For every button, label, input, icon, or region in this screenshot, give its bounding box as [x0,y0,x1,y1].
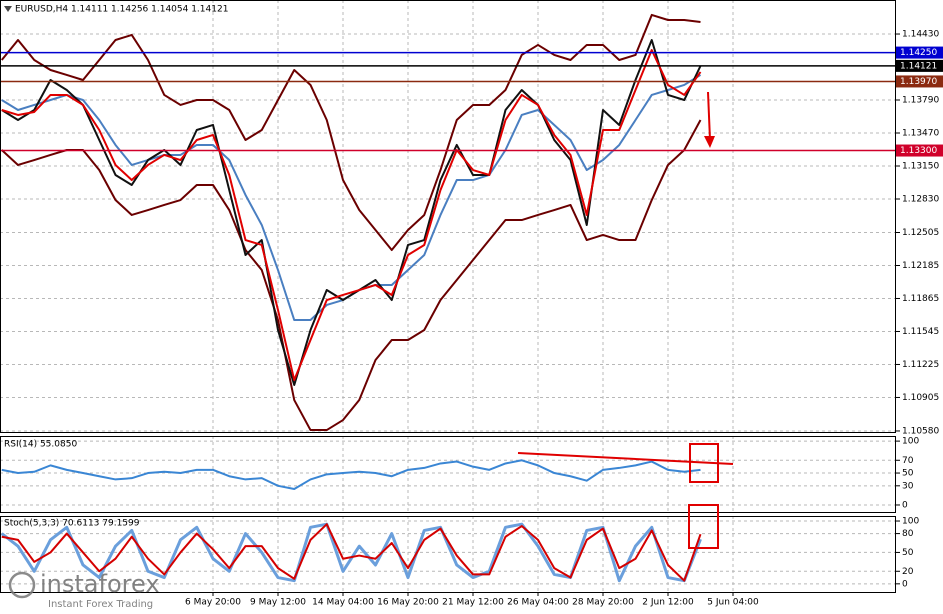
x-tick-label: 26 May 04:00 [507,598,569,608]
stoch-title: Stoch(5,3,3) 70.6113 79.1599 [4,519,140,529]
annotations [517,91,734,549]
y-tick-label: 50 [902,548,914,558]
arrow-head [704,136,715,148]
price-frame [0,0,896,433]
y-tick-label: 100 [902,437,919,447]
y-tick-label: 20 [902,567,914,577]
highlight-box [688,504,719,549]
level-label: 1.13970 [900,77,937,87]
y-tick-label: 1.13790 [902,96,939,106]
series-line [1,459,701,491]
y-tick-label: 1.10580 [902,426,939,436]
highlight-box [689,443,719,483]
rsi-title: RSI(14) 55.0850 [4,440,77,450]
y-tick-label: 1.14430 [902,30,939,40]
series-line [1,49,702,382]
y-tick-label: 80 [902,529,914,539]
y-tick-label: 100 [902,517,919,527]
x-tick-label: 2 Jun 12:00 [642,598,694,608]
y-tick-label: 1.11865 [902,294,939,304]
y-tick-label: 0 [902,500,908,510]
y-tick-label: 1.10905 [902,393,939,403]
logo: instaforex Instant Forex Trading [8,570,160,610]
y-tick-label: 30 [902,481,914,491]
stoch-frame [0,516,896,593]
series-line [0,522,702,583]
y-tick-label: 1.11225 [902,360,939,370]
level-label: 1.14250 [900,48,937,58]
y-tick-label: 1.13470 [902,129,939,139]
series-line [1,523,702,582]
y-tick-label: 1.11545 [902,327,939,337]
level-tag [896,75,943,88]
x-tick-label: 16 May 20:00 [377,598,439,608]
level-tag [896,59,943,72]
rsi-frame [0,436,896,513]
grid [0,0,896,592]
y-tick-label: 70 [902,456,914,466]
x-tick-label: 5 Jun 04:00 [707,598,759,608]
y-tick-label: 1.13150 [902,161,939,171]
x-tick-label: 9 May 12:00 [250,598,306,608]
logo-text: instaforex [40,570,160,598]
arrow [707,91,711,141]
logo-tagline: Instant Forex Trading [48,599,153,610]
level-tag [896,144,943,157]
chart-title: EURUSD,H4 1.14111 1.14256 1.14054 1.1412… [15,5,228,15]
x-tick-label: 14 May 04:00 [312,598,374,608]
logo-icon [8,571,36,599]
y-tick-label: 1.12185 [902,261,939,271]
x-tick-label: 28 May 20:00 [572,598,634,608]
x-tick-label: 6 May 20:00 [185,598,241,608]
labels: 1.14430 1.13790 1.13470 1.13150 1.12830 1.125… [185,30,943,608]
y-tick-label: 1.12505 [902,228,939,238]
y-tick-label: 0 [902,579,908,589]
level-label: 1.14121 [900,61,937,71]
y-tick-label: 50 [902,469,914,479]
series-line [0,13,701,252]
level-tag [896,46,943,59]
trend-line [517,452,734,465]
level-label: 1.13300 [900,146,937,156]
marks [0,13,896,583]
series-line [1,39,702,386]
series-line [1,119,702,432]
x-tick-label: 21 May 12:00 [442,598,504,608]
menu-triangle [4,6,12,12]
y-tick-label: 1.12830 [902,194,939,204]
